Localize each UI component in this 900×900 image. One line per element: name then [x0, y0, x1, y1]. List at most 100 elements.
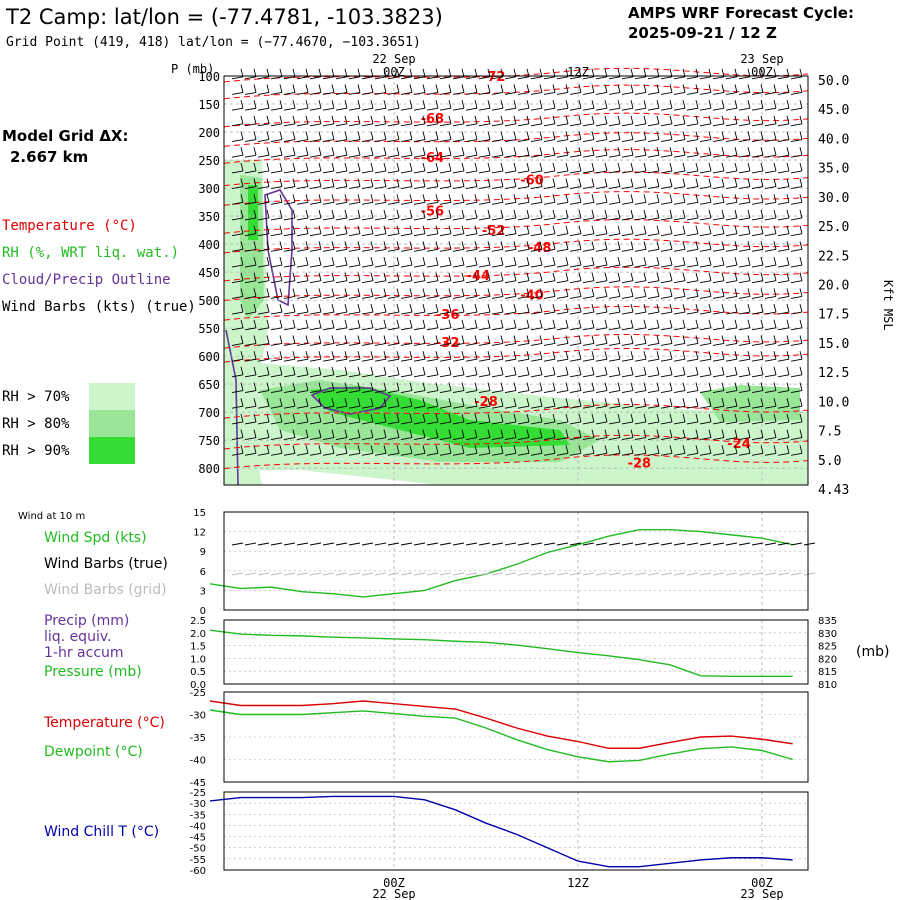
wind-barb [539, 209, 543, 219]
temperature-contour-label: -24 [727, 437, 751, 452]
wind-barb [647, 437, 660, 441]
wind-barb [370, 147, 374, 156]
wind-barb [283, 154, 296, 158]
wind-barb [257, 311, 270, 315]
wind-barb [630, 366, 634, 375]
wind-barb [669, 131, 673, 140]
wind-barb [357, 225, 361, 234]
wind-barb [643, 413, 647, 423]
temperature-contour-label: -48 [528, 241, 552, 256]
temperature-contour-label: -60 [520, 174, 544, 189]
wind-barb [721, 366, 725, 375]
wind-barb [621, 358, 634, 362]
wind-barb [608, 542, 621, 546]
wind-barb [461, 413, 465, 423]
wind-barb [595, 186, 608, 190]
wind-barb [504, 233, 517, 237]
wind-barb [396, 194, 400, 203]
wind-barb [292, 319, 296, 328]
model-grid-value: 2.667 km [10, 148, 88, 166]
wind-barb [526, 178, 530, 187]
wind-barb [504, 139, 517, 142]
wind-barb [331, 429, 335, 438]
wind-barb [647, 186, 660, 190]
wind-barb [426, 374, 439, 378]
bottom-tick-00z-2: 00Z [751, 876, 773, 890]
wind-barb [504, 92, 517, 95]
wind-barb [764, 264, 777, 268]
wind-barb [370, 429, 374, 438]
wind-barb [526, 366, 530, 375]
wind-barb [374, 170, 387, 174]
wind-barb [461, 225, 465, 234]
wind-barb [370, 256, 374, 266]
wind-barb [335, 295, 348, 299]
wind-barb [539, 162, 543, 172]
wind-barb [487, 241, 491, 250]
wind-barb [695, 351, 699, 360]
wind-barb [608, 264, 621, 268]
wind-barb [764, 248, 777, 252]
wind-barbs-true-label: Wind Barbs (true) [44, 556, 168, 572]
wind-barb [231, 123, 244, 127]
wind-barb [266, 84, 270, 93]
grid-wind-barb [673, 572, 686, 576]
wind-barb [439, 264, 452, 268]
wind-barb [686, 264, 699, 268]
wind-barb [439, 201, 452, 205]
wind-barb [565, 162, 569, 172]
wind-barb [422, 241, 426, 250]
wind-barb [244, 421, 257, 425]
wind-barb [374, 405, 387, 409]
wind-barb [673, 327, 686, 331]
series-line [209, 709, 793, 763]
wind-barb [322, 92, 335, 95]
wind-barb [591, 319, 595, 328]
wind-barb [617, 413, 621, 423]
wind-barb [348, 154, 361, 158]
wind-barb [673, 186, 686, 190]
wind-barb [426, 452, 439, 456]
temperature-contour [223, 454, 809, 470]
wind-barb [803, 542, 816, 546]
wind-barb [409, 225, 413, 234]
wind-barb [734, 256, 738, 266]
wind-barb [331, 413, 335, 423]
wind-barb [422, 445, 426, 454]
wind-barb [747, 241, 751, 250]
wind-barb [604, 382, 608, 391]
wind-barb [422, 147, 426, 156]
wind-barb [630, 209, 634, 219]
wind-barb [539, 445, 543, 454]
wind-barb [751, 139, 764, 142]
wind-barb [721, 304, 725, 313]
wind-barb [682, 319, 686, 328]
wind-barb [786, 304, 790, 313]
wind-barb [448, 241, 452, 250]
wind-barb [374, 390, 387, 393]
wind-barb [630, 131, 634, 140]
wind-barb [526, 209, 530, 219]
wind-barb [747, 162, 751, 172]
wind-barb [439, 217, 452, 221]
wind-barb [240, 319, 244, 328]
wind-barb [608, 421, 621, 425]
wind-barb [799, 147, 803, 156]
wind-barb [556, 107, 569, 111]
wind-barb [617, 398, 621, 407]
wind-barb [400, 217, 413, 221]
wind-barb [799, 398, 803, 407]
wind-barb [591, 68, 595, 77]
wind-barb [630, 241, 634, 250]
wind-barb [348, 107, 361, 111]
wind-barb [296, 233, 309, 237]
wind-barb [422, 351, 426, 360]
height-tick-label: 5.0 [818, 454, 841, 469]
wind-barb [747, 68, 751, 77]
wind-barb [708, 335, 712, 344]
wind-barb [773, 272, 777, 281]
wind-barb [292, 162, 296, 172]
wind-barb [504, 280, 517, 284]
wind-barb [465, 295, 478, 299]
wind-barb [777, 327, 790, 331]
